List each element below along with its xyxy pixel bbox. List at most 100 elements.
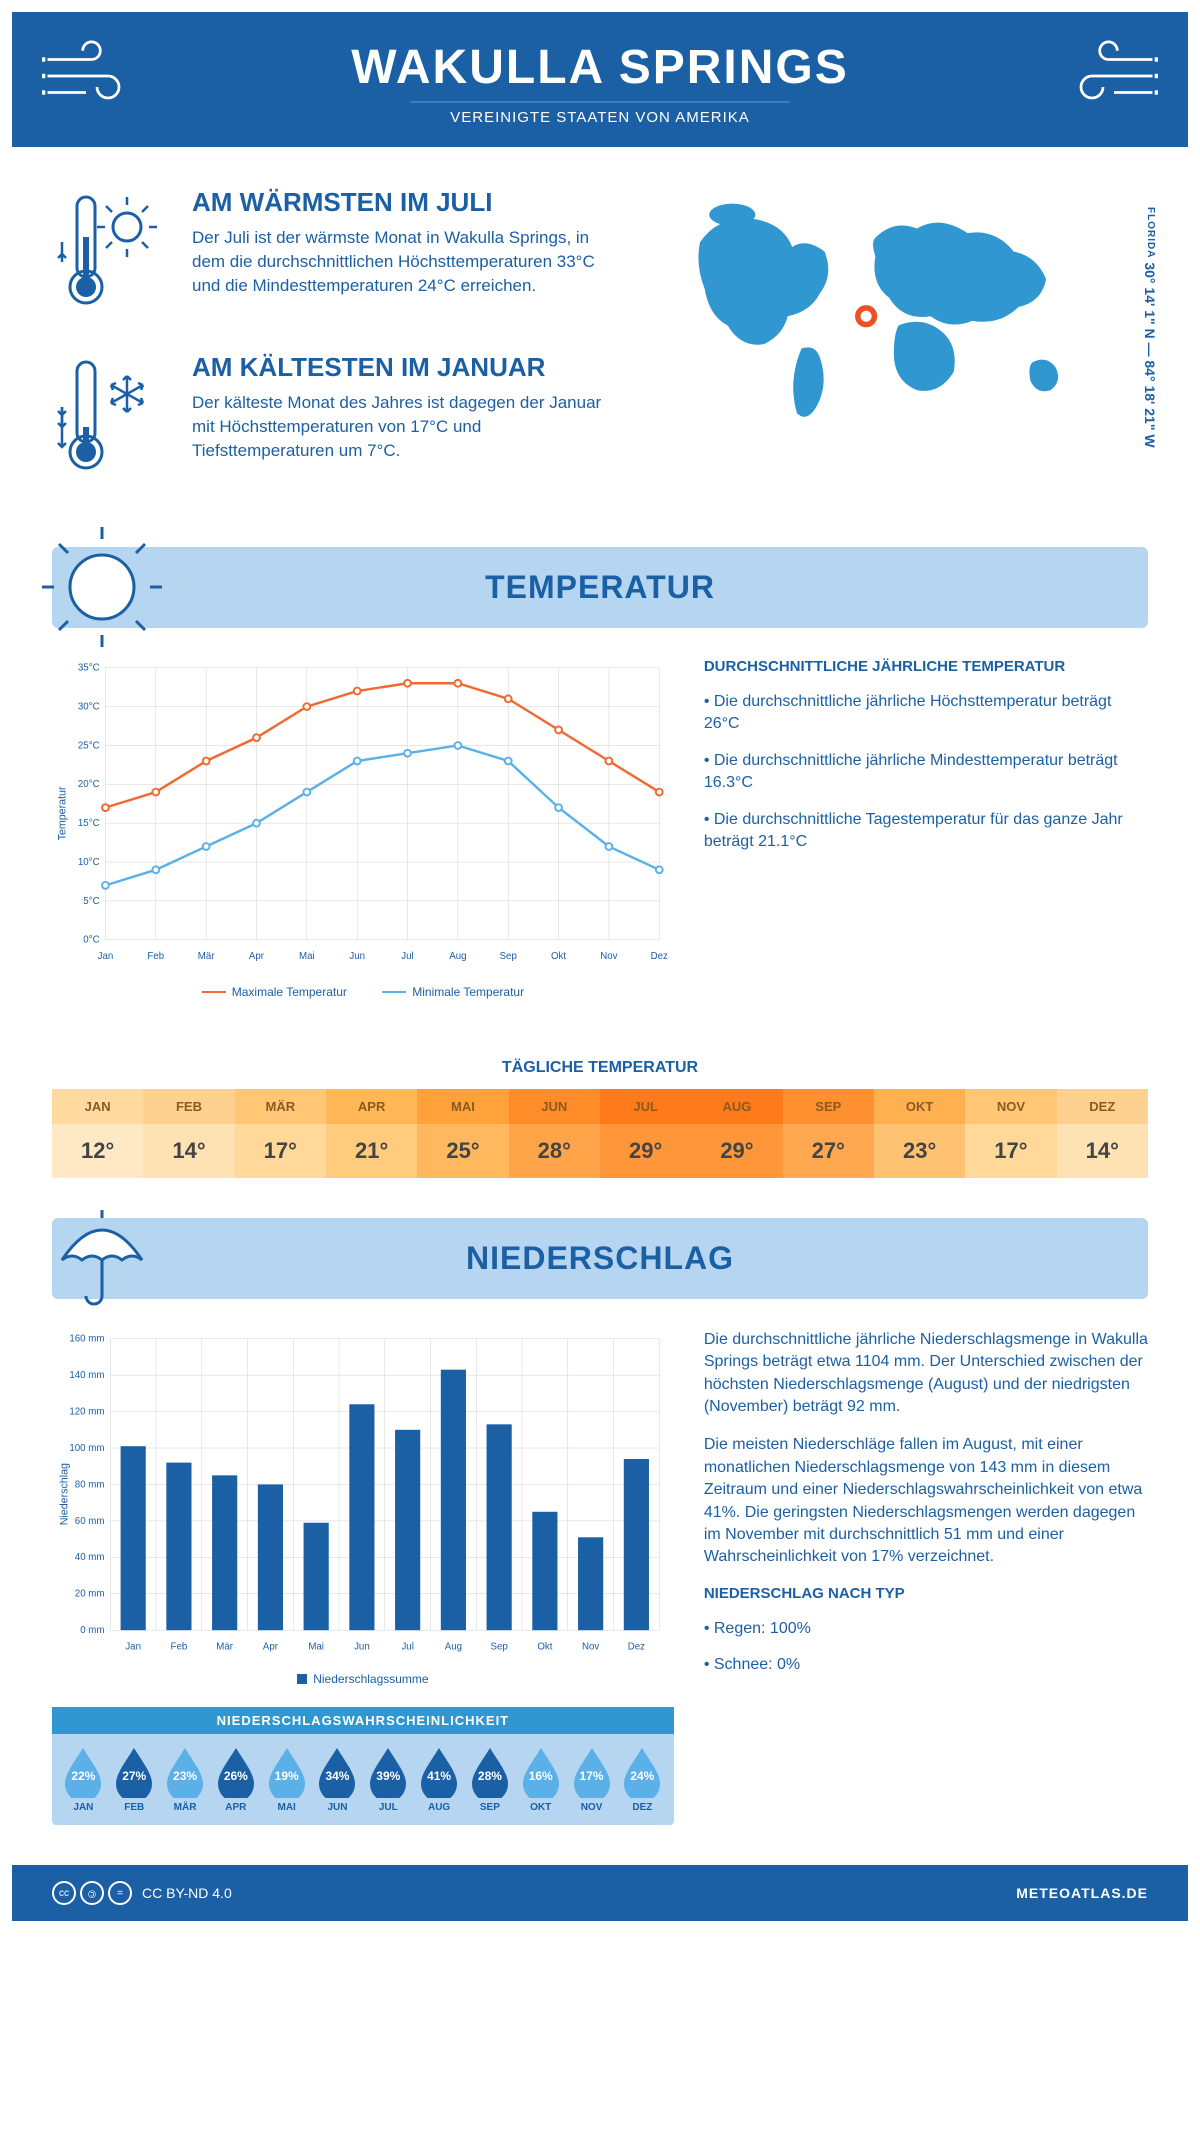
temperature-title: TEMPERATUR <box>52 569 1148 606</box>
svg-text:30°C: 30°C <box>78 701 100 712</box>
prob-cell: 34%JUN <box>312 1746 363 1813</box>
precipitation-section-header: NIEDERSCHLAG <box>52 1218 1148 1299</box>
daily-temp-cell: MÄR17° <box>235 1089 326 1178</box>
svg-text:Aug: Aug <box>445 1642 462 1653</box>
daily-temp-cell: OKT23° <box>874 1089 965 1178</box>
daily-temp-table: JAN12°FEB14°MÄR17°APR21°MAI25°JUN28°JUL2… <box>52 1089 1148 1178</box>
svg-text:Jul: Jul <box>401 951 413 962</box>
prob-cell: 23%MÄR <box>160 1746 211 1813</box>
daily-temp-cell: FEB14° <box>143 1089 234 1178</box>
precipitation-title: NIEDERSCHLAG <box>52 1240 1148 1277</box>
svg-text:Jun: Jun <box>354 1642 370 1653</box>
svg-text:Dez: Dez <box>628 1642 645 1653</box>
prob-cell: 26%APR <box>210 1746 261 1813</box>
svg-text:Jan: Jan <box>98 951 114 962</box>
svg-text:Mai: Mai <box>308 1642 324 1653</box>
svg-text:20 mm: 20 mm <box>75 1589 105 1600</box>
temperature-section-header: TEMPERATUR <box>52 547 1148 628</box>
coldest-heading: AM KÄLTESTEN IM JANUAR <box>192 352 610 383</box>
daily-temp-title: TÄGLICHE TEMPERATUR <box>12 1059 1188 1077</box>
coordinates: FLORIDA 30° 14' 1" N — 84° 18' 21" W <box>1142 207 1158 448</box>
header: WAKULLA SPRINGS VEREINIGTE STAATEN VON A… <box>12 12 1188 147</box>
daily-temp-cell: APR21° <box>326 1089 417 1178</box>
wind-icon-left <box>42 36 152 116</box>
svg-text:15°C: 15°C <box>78 818 100 829</box>
coldest-text: Der kälteste Monat des Jahres ist dagege… <box>192 391 610 462</box>
svg-text:5°C: 5°C <box>83 896 99 907</box>
coldest-block: AM KÄLTESTEN IM JANUAR Der kälteste Mona… <box>52 352 610 487</box>
daily-temp-cell: MAI25° <box>417 1089 508 1178</box>
svg-text:10°C: 10°C <box>78 857 100 868</box>
precipitation-legend: Niederschlagssumme <box>52 1672 674 1687</box>
daily-temp-cell: JUN28° <box>509 1089 600 1178</box>
prob-heading: NIEDERSCHLAGSWAHRSCHEINLICHKEIT <box>52 1707 674 1734</box>
precip-paragraph: Die durchschnittliche jährliche Niedersc… <box>704 1329 1148 1419</box>
precip-type-bullet: Regen: 100% <box>704 1618 1148 1640</box>
svg-text:Feb: Feb <box>147 951 164 962</box>
svg-text:Nov: Nov <box>600 951 617 962</box>
page-subtitle: VEREINIGTE STAATEN VON AMERIKA <box>410 101 790 126</box>
svg-text:20°C: 20°C <box>78 779 100 790</box>
temperature-chart: 0°C5°C10°C15°C20°C25°C30°C35°CJanFebMärA… <box>52 658 674 969</box>
svg-text:100 mm: 100 mm <box>69 1443 104 1454</box>
temp-bullet: Die durchschnittliche jährliche Höchstte… <box>704 691 1148 736</box>
prob-cell: 39%JUL <box>363 1746 414 1813</box>
warmest-heading: AM WÄRMSTEN IM JULI <box>192 187 610 218</box>
svg-text:80 mm: 80 mm <box>75 1479 105 1490</box>
svg-text:60 mm: 60 mm <box>75 1516 105 1527</box>
svg-text:Aug: Aug <box>449 951 466 962</box>
intro-section: AM WÄRMSTEN IM JULI Der Juli ist der wär… <box>12 147 1188 547</box>
wind-icon-right <box>1048 36 1158 116</box>
svg-text:Okt: Okt <box>537 1642 552 1653</box>
svg-text:Jun: Jun <box>349 951 365 962</box>
footer: cc🄯= CC BY-ND 4.0 METEOATLAS.DE <box>12 1865 1188 1921</box>
svg-text:Niederschlag: Niederschlag <box>59 1463 71 1525</box>
svg-text:Dez: Dez <box>651 951 668 962</box>
license-text: CC BY-ND 4.0 <box>142 1885 232 1901</box>
svg-text:Nov: Nov <box>582 1642 599 1653</box>
svg-text:Sep: Sep <box>500 951 517 962</box>
svg-text:120 mm: 120 mm <box>69 1406 104 1417</box>
prob-cell: 28%SEP <box>465 1746 516 1813</box>
svg-text:140 mm: 140 mm <box>69 1370 104 1381</box>
warmest-block: AM WÄRMSTEN IM JULI Der Juli ist der wär… <box>52 187 610 322</box>
prob-cell: 27%FEB <box>109 1746 160 1813</box>
precipitation-probability-box: NIEDERSCHLAGSWAHRSCHEINLICHKEIT 22%JAN27… <box>52 1707 674 1825</box>
precipitation-summary: Die durchschnittliche jährliche Niedersc… <box>704 1329 1148 1825</box>
cc-icons: cc🄯= <box>52 1881 132 1905</box>
svg-text:Mär: Mär <box>216 1642 233 1653</box>
daily-temp-cell: NOV17° <box>965 1089 1056 1178</box>
daily-temp-cell: DEZ14° <box>1057 1089 1148 1178</box>
daily-temp-cell: AUG29° <box>691 1089 782 1178</box>
svg-text:25°C: 25°C <box>78 740 100 751</box>
daily-temp-cell: JUL29° <box>600 1089 691 1178</box>
thermometer-hot-icon <box>52 187 172 322</box>
svg-text:160 mm: 160 mm <box>69 1334 104 1345</box>
daily-temp-cell: JAN12° <box>52 1089 143 1178</box>
svg-text:Jan: Jan <box>125 1642 141 1653</box>
temperature-summary: DURCHSCHNITTLICHE JÄHRLICHE TEMPERATUR D… <box>704 658 1148 999</box>
svg-text:Mai: Mai <box>299 951 315 962</box>
svg-text:0 mm: 0 mm <box>80 1625 104 1636</box>
umbrella-icon <box>42 1198 162 1318</box>
daily-temp-cell: SEP27° <box>783 1089 874 1178</box>
world-map <box>640 187 1148 427</box>
svg-text:Apr: Apr <box>249 951 265 962</box>
svg-text:Sep: Sep <box>491 1642 508 1653</box>
precipitation-chart: 0 mm 20 mm 40 mm 60 mm 80 mm 100 mm 120 mm 140 … <box>52 1329 674 1659</box>
temp-bullet: Die durchschnittliche Tagestemperatur fü… <box>704 809 1148 854</box>
svg-text:40 mm: 40 mm <box>75 1552 105 1563</box>
site-name: METEOATLAS.DE <box>1016 1885 1148 1901</box>
thermometer-cold-icon <box>52 352 172 487</box>
prob-cell: 22%JAN <box>58 1746 109 1813</box>
svg-text:Mär: Mär <box>198 951 215 962</box>
svg-text:Temperatur: Temperatur <box>57 786 69 840</box>
prob-cell: 17%NOV <box>566 1746 617 1813</box>
svg-text:Feb: Feb <box>171 1642 188 1653</box>
svg-text:Okt: Okt <box>551 951 566 962</box>
prob-cell: 19%MAI <box>261 1746 312 1813</box>
warmest-text: Der Juli ist der wärmste Monat in Wakull… <box>192 226 610 297</box>
prob-cell: 24%DEZ <box>617 1746 668 1813</box>
prob-cell: 41%AUG <box>414 1746 465 1813</box>
temp-bullet: Die durchschnittliche jährliche Mindestt… <box>704 750 1148 795</box>
